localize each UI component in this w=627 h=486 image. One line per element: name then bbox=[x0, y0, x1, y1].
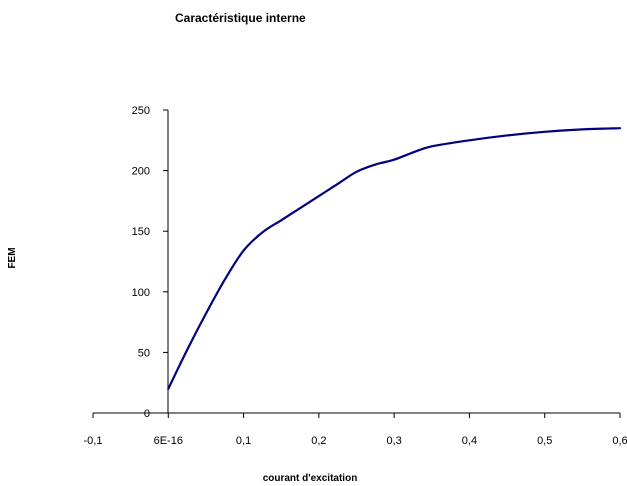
y-tick-label: 200 bbox=[132, 166, 150, 178]
y-tick-label: 150 bbox=[132, 226, 150, 238]
x-tick-label: 6E-16 bbox=[154, 435, 183, 447]
series-line bbox=[167, 127, 622, 390]
y-tick-label: 50 bbox=[138, 347, 150, 359]
chart-title: Caractéristique interne bbox=[175, 11, 306, 25]
y-tick-label: 100 bbox=[132, 287, 150, 299]
y-axis-label: FEM bbox=[7, 247, 18, 268]
y-tick-label: 250 bbox=[132, 105, 150, 117]
y-tick-label: 0 bbox=[144, 408, 150, 420]
x-tick-label: 0,6 bbox=[612, 435, 627, 447]
x-ticks: -0,1 6E-16 0,1 0,2 0,3 0,4 0,5 0,6 bbox=[84, 413, 627, 447]
x-tick-label: 0,1 bbox=[236, 435, 251, 447]
x-tick-label: 0,4 bbox=[462, 435, 477, 447]
x-tick-label: 0,2 bbox=[311, 435, 326, 447]
x-tick-label: 0,5 bbox=[537, 435, 552, 447]
y-ticks: 0 50 100 150 200 250 bbox=[132, 105, 168, 420]
x-tick-label: -0,1 bbox=[84, 435, 103, 447]
x-tick-label: 0,3 bbox=[386, 435, 401, 447]
x-axis-label: courant d'excitation bbox=[263, 473, 358, 484]
series-layer bbox=[167, 127, 622, 390]
